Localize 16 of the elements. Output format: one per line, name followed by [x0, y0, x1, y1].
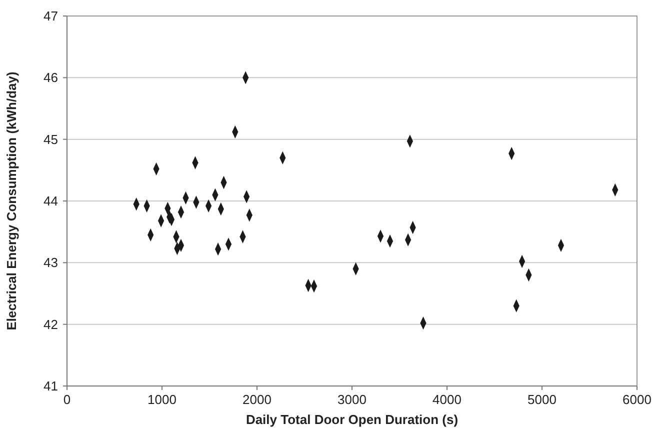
x-tick-label: 4000	[432, 392, 462, 407]
x-tick-label: 5000	[528, 392, 556, 407]
y-tick-label: 45	[44, 132, 58, 147]
x-axis-title: Daily Total Door Open Duration (s)	[246, 412, 458, 427]
y-tick-label: 41	[44, 378, 58, 394]
x-tick-label: 0	[63, 392, 71, 407]
y-tick-label: 46	[44, 70, 58, 86]
y-tick-label: 42	[44, 316, 58, 332]
y-tick-label: 43	[44, 255, 58, 270]
y-axis-title: Electrical Energy Consumption (kWh/day)	[4, 72, 19, 330]
x-tick-label: 1000	[148, 392, 176, 407]
y-tick-label: 47	[44, 8, 58, 24]
x-tick-label: 6000	[622, 392, 652, 407]
x-tick-label: 3000	[338, 392, 366, 407]
x-tick-label: 2000	[242, 392, 272, 407]
y-tick-label: 44	[44, 194, 58, 208]
